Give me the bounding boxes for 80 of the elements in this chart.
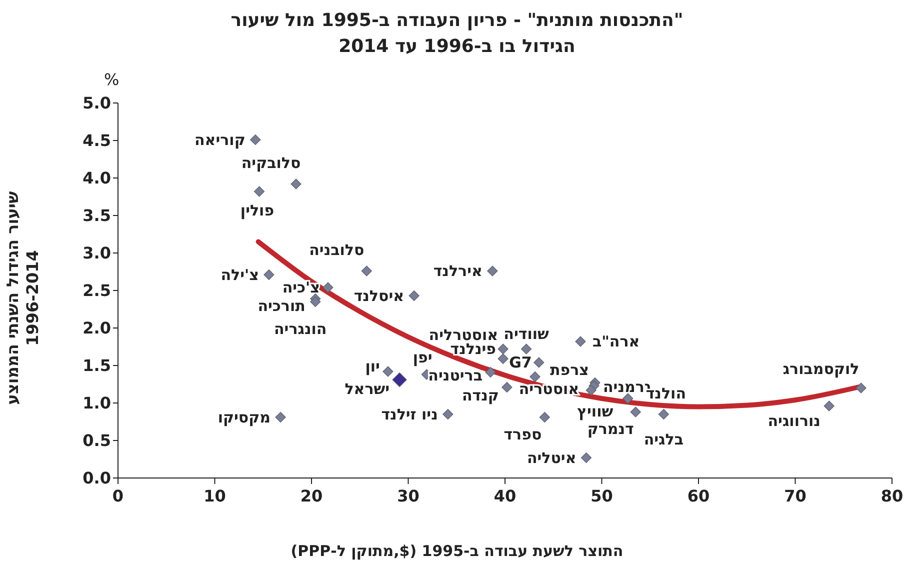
x-tick-label: 60 [687, 486, 710, 506]
series-label: ניו זילנד [381, 405, 438, 424]
point [534, 357, 544, 368]
series-label: ישראל [344, 380, 390, 398]
x-tick-label: 30 [397, 486, 420, 506]
point [485, 366, 496, 378]
point [622, 393, 634, 404]
point [580, 452, 592, 464]
x-axis-title: התוצר לשעת עבודה ב-1995 ($,מתוקן ל-PPP) [290, 542, 624, 560]
point [658, 408, 669, 420]
series-label: קוריאה [194, 130, 246, 149]
point [498, 353, 508, 364]
series-label: דנמרק [587, 420, 634, 438]
point [275, 412, 286, 423]
x-tick-label: 20 [300, 486, 323, 506]
series-label: תורכיה [258, 296, 306, 315]
series-label: בלגיה [644, 430, 684, 448]
point [586, 384, 596, 396]
series-label: איסלנד [354, 286, 404, 305]
y-tick-label: 0.5 [82, 431, 111, 450]
series-label: פולין [240, 202, 274, 220]
y-tick-label: 5.0 [82, 94, 111, 113]
y-tick-label: 3.5 [82, 206, 111, 226]
series-label: סלובקיה [241, 154, 301, 172]
point [290, 178, 302, 190]
point [264, 269, 274, 280]
y-tick-label: 0.0 [82, 468, 111, 488]
series-label: G7 [509, 354, 532, 372]
point [361, 266, 372, 276]
point [530, 371, 540, 382]
point [442, 408, 454, 420]
text: % [104, 70, 120, 89]
series-label: בריטניה [428, 366, 482, 384]
point [254, 186, 265, 197]
series-label: סלובניה [309, 241, 364, 259]
x-tick-label: 50 [590, 486, 613, 506]
x-tick-label: 70 [784, 486, 806, 506]
y-tick-label: 3.0 [82, 244, 111, 263]
series-label: ארה"ב [592, 332, 640, 350]
series-label: מקסיקו [218, 408, 271, 426]
series-label: אירלנד [433, 262, 482, 280]
point [487, 266, 498, 276]
series-label: נורווגיה [768, 412, 820, 430]
y-tick-label: 2.0 [82, 318, 111, 338]
point [502, 382, 512, 393]
point [322, 282, 334, 293]
series-label: יפן [412, 348, 432, 366]
chart-title: "התכנסות מותנית" - פריון העבודה ב-1995 מול שיעור הגידול בו ב-1996 עד 2014 [230, 9, 684, 59]
series-label: ספרד [504, 425, 542, 444]
y-tick-label: 1.0 [82, 394, 111, 413]
y-tick-label: 4.0 [82, 168, 111, 188]
series-label: צרפת [550, 360, 589, 379]
x-tick-label: 80 [880, 486, 904, 506]
series-label: לוקסמבורג [782, 360, 860, 378]
point [408, 290, 420, 302]
point [539, 412, 550, 423]
y-tick-label: 1.5 [82, 356, 111, 376]
point [310, 296, 321, 308]
x-tick-label: 10 [204, 486, 226, 506]
series-label: קנדה [462, 386, 499, 404]
point [856, 382, 866, 394]
series-label: יון [365, 358, 380, 376]
series-label: צ'ילה [220, 266, 259, 284]
point [824, 400, 834, 412]
point [498, 344, 508, 354]
point [575, 336, 586, 347]
point [520, 344, 532, 354]
x-tick-label: 0 [112, 486, 124, 506]
series-label: שוודיה [504, 325, 550, 343]
point [382, 366, 394, 377]
point [630, 406, 641, 418]
point [392, 372, 407, 388]
y-tick-label: 2.5 [82, 281, 111, 300]
y-tick-label: 4.5 [82, 131, 111, 150]
series-label: הונגריה [274, 320, 327, 338]
series-label: שוויץ [577, 402, 614, 420]
point [250, 134, 261, 146]
series-label: צ'כיה [282, 278, 320, 296]
series-label: איטליה [526, 448, 576, 467]
x-tick-label: 40 [494, 486, 516, 506]
